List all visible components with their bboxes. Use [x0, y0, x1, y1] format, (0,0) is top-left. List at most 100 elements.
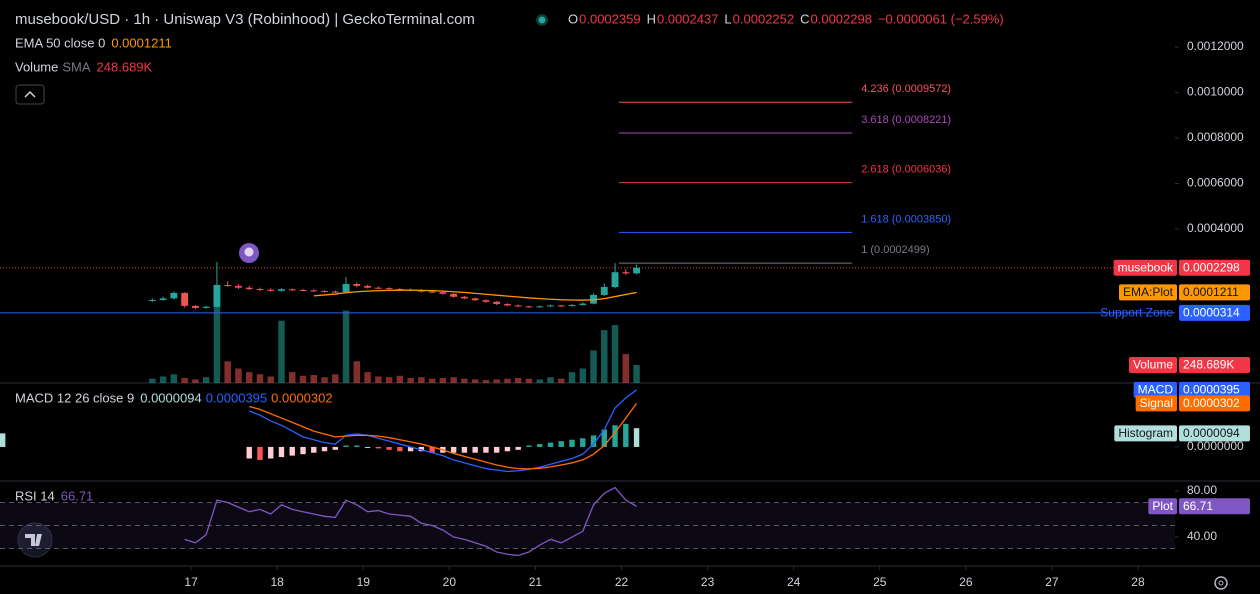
tag-value-box: [1179, 425, 1250, 442]
tag-name: MACD: [1138, 383, 1174, 397]
x-tick-label: 24: [787, 575, 801, 589]
macd-histogram-bar: [375, 446, 382, 449]
macd-histogram-bar: [418, 446, 425, 452]
x-tick-label: 25: [873, 575, 887, 589]
tag-value: 0.0000395: [1183, 383, 1240, 397]
volume-bar: [181, 377, 188, 383]
candle-body: [310, 290, 318, 292]
candle-body: [235, 285, 242, 288]
candle-body: [353, 284, 361, 286]
legend-text: 0.0000094: [140, 390, 201, 405]
gear-inner[interactable]: [1218, 580, 1224, 586]
macd-histogram-bar: [558, 441, 564, 447]
macd-line: [248, 389, 637, 473]
volume-bar: [245, 372, 253, 383]
candle-body: [633, 267, 641, 274]
y-tick-label: 80.00: [1187, 483, 1217, 497]
volume-bar: [235, 368, 242, 383]
macd-histogram-bar: [526, 445, 532, 447]
legend-text: 0.0000302: [271, 390, 332, 405]
volume-bar: [332, 374, 339, 383]
candle-body: [471, 298, 479, 301]
candle-body: [213, 284, 221, 307]
legend-text: 0.0000395: [206, 390, 267, 405]
tag-name-box: [1128, 356, 1177, 373]
macd-histogram-bar: [580, 438, 586, 447]
tag-value-box: [1179, 304, 1250, 321]
macd-histogram-bar: [633, 428, 640, 447]
candle-body: [170, 292, 178, 299]
macd-histogram-bar: [397, 446, 403, 452]
gear-outer[interactable]: [1214, 576, 1228, 590]
candle-body: [278, 289, 285, 291]
tag-name: Volume: [1133, 358, 1173, 372]
y-tick-label: 0.0000000: [1187, 439, 1244, 453]
volume-bar: [418, 377, 425, 383]
tag-name-box: [1118, 284, 1177, 301]
x-tick-label: 18: [270, 575, 284, 589]
chevron-icon[interactable]: [24, 90, 36, 98]
macd-histogram-bar: [493, 446, 500, 453]
collapse-button[interactable]: [15, 84, 45, 105]
volume-bar: [525, 378, 533, 383]
legend-text: 248.689K: [97, 59, 153, 74]
candle-body: [288, 289, 296, 291]
volume-bar: [568, 372, 576, 383]
tag-value: 0.0000302: [1183, 396, 1240, 410]
candle-body: [148, 299, 156, 301]
candle-body: [600, 286, 608, 295]
candle-body: [482, 300, 490, 302]
event-icon[interactable]: [239, 243, 259, 263]
tag-name: EMA:Plot: [1123, 285, 1174, 299]
settings-icon[interactable]: [1214, 576, 1228, 590]
y-tick-label: 40.00: [1187, 529, 1217, 543]
macd-histogram-bar: [278, 446, 285, 458]
tag-value-box: [1179, 259, 1250, 276]
tag-name-box: [1133, 381, 1177, 398]
macd-histogram-bar: [569, 439, 575, 447]
volume-bar: [310, 375, 317, 383]
candle-body: [159, 298, 167, 300]
legend-text: 66.71: [61, 488, 94, 503]
volume-bar: [461, 378, 468, 383]
macd-histogram-bar: [311, 446, 317, 453]
x-tick-label: 28: [1131, 575, 1145, 589]
volume-bar: [170, 374, 178, 383]
volume-bar: [633, 364, 640, 383]
tag-name: Support Zone: [1100, 306, 1173, 320]
volume-bar: [622, 354, 630, 383]
y-tick-label: 0.0004000: [1187, 221, 1244, 235]
tag-name: Plot: [1152, 499, 1173, 513]
macd-histogram-bar: [461, 446, 468, 453]
candle-body: [493, 301, 501, 305]
candle-body: [267, 289, 275, 291]
volume-bar: [536, 379, 543, 383]
tag-value: 0.0000094: [1183, 426, 1240, 440]
signal-line: [249, 402, 638, 470]
fib-label: 3.618 (0.0008221): [861, 114, 951, 126]
volume-bar: [267, 376, 274, 383]
x-tick-label: 27: [1045, 575, 1059, 589]
logo[interactable]: [17, 522, 53, 558]
x-tick-label: 26: [959, 575, 973, 589]
candle-body: [514, 305, 522, 307]
volume-bar: [493, 379, 500, 383]
candle-body: [374, 287, 382, 289]
candle-body: [224, 284, 232, 286]
volume-bar: [342, 310, 350, 383]
tag-value: 0.0001211: [1183, 285, 1239, 299]
logo-glyph[interactable]: [25, 534, 42, 546]
x-tick-label: 23: [701, 575, 715, 589]
candle-body: [342, 284, 350, 293]
macd-histogram-bar: [612, 425, 618, 447]
macd-histogram-bar: [343, 445, 349, 447]
tag-value: 66.71: [1183, 499, 1213, 513]
legend-text: RSI 14: [15, 488, 55, 503]
macd-histogram-bar: [623, 423, 629, 447]
event-icon-glyph[interactable]: [244, 247, 254, 257]
macd-histogram-bar: [0, 433, 6, 447]
candle-body: [547, 305, 554, 307]
button-frame[interactable]: [15, 84, 45, 105]
macd-histogram-bar: [300, 446, 306, 455]
